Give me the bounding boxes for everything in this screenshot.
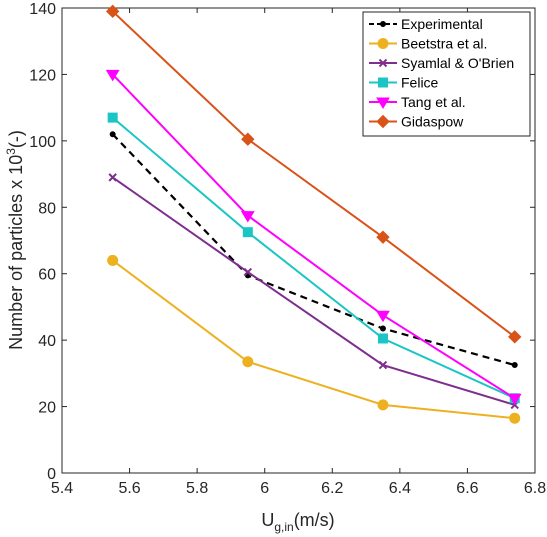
- series-beetstra-et-al: [107, 254, 521, 424]
- data-point-gidaspow: [241, 132, 255, 146]
- data-point-syamlal-o-brien: [378, 360, 388, 370]
- data-point-syamlal-o-brien: [243, 267, 253, 277]
- x-tick-label: 6.8: [524, 480, 546, 497]
- data-point-felice: [377, 333, 388, 344]
- x-tick-label: 5.8: [186, 480, 208, 497]
- legend-marker-tang-et-al: [376, 97, 390, 109]
- data-point-felice: [242, 227, 253, 238]
- series-line-felice: [112, 116, 516, 400]
- data-point-experimental: [511, 362, 518, 369]
- data-point-syamlal-o-brien: [108, 173, 117, 182]
- data-point-felice: [107, 112, 118, 123]
- legend-marker-beetstra-et-al: [377, 38, 389, 49]
- axis-ticks: 5.4 5.6 5.8 6 6.2 6.4 6.6 6.8 0 20 40 60 80 100 120 140: [29, 1, 546, 497]
- y-tick-label: 20: [38, 400, 56, 417]
- legend-label-tang-et-al: Tang et al.: [401, 94, 466, 110]
- series-gidaspow: [105, 4, 522, 344]
- legend-label-beetstra-et-al: Beetstra et al.: [401, 36, 487, 52]
- data-point-tang-et-al: [240, 211, 255, 223]
- data-point-beetstra-et-al: [107, 254, 119, 266]
- data-point-tang-et-al: [507, 393, 522, 406]
- data-point-tang-et-al: [376, 310, 390, 323]
- series-line-tang-et-al: [111, 73, 516, 400]
- y-tick-label: 60: [38, 267, 56, 284]
- y-tick-label: 40: [38, 333, 56, 350]
- series-layer: [105, 4, 522, 424]
- x-tick-label: 6.2: [321, 480, 343, 497]
- data-point-gidaspow: [508, 330, 522, 344]
- legend-box: [362, 11, 531, 137]
- y-tick-label: 140: [29, 1, 56, 18]
- data-point-experimental: [109, 131, 116, 138]
- y-tick-label: 80: [38, 200, 56, 217]
- legend-marker-felice: [378, 77, 388, 88]
- y-axis-label: Number of particles x 103(-): [4, 130, 26, 350]
- data-point-experimental: [379, 325, 386, 332]
- x-tick-label: 6: [260, 480, 269, 497]
- data-point-beetstra-et-al: [509, 412, 521, 424]
- data-point-gidaspow: [376, 230, 390, 244]
- series-line-gidaspow: [111, 10, 516, 338]
- legend-marker-syamlal-o-brien: [378, 58, 388, 68]
- data-point-tang-et-al: [105, 69, 120, 82]
- data-point-beetstra-et-al: [377, 399, 389, 411]
- x-tick-label: 6.6: [456, 480, 478, 497]
- legend-marker-experimental: [380, 21, 386, 27]
- data-point-gidaspow: [105, 4, 120, 19]
- x-tick-label: 6.4: [389, 480, 411, 497]
- x-tick-label: 5.6: [118, 480, 140, 497]
- legend-label-experimental: Experimental: [401, 16, 483, 32]
- data-point-beetstra-et-al: [242, 356, 254, 368]
- y-tick-label: 120: [29, 67, 56, 84]
- x-tick-label: 5.4: [51, 480, 73, 497]
- x-axis-label: Ug,in(m/s): [261, 510, 334, 534]
- legend: Experimental Beetstra et al. Syamlal & O'B…: [362, 11, 531, 137]
- series-line-experimental: [111, 133, 516, 367]
- legend-marker-gidaspow: [376, 114, 390, 129]
- series-tang-et-al: [105, 69, 522, 406]
- legend-label-syamlal-o-brien: Syamlal & O'Brien: [401, 55, 514, 71]
- legend-label-felice: Felice: [401, 75, 439, 91]
- y-tick-label: 100: [29, 134, 56, 151]
- series-line-beetstra-et-al: [112, 259, 515, 420]
- y-tick-label: 0: [47, 466, 56, 483]
- legend-label-gidaspow: Gidaspow: [401, 114, 464, 130]
- series-line-syamlal-o-brien: [112, 176, 516, 406]
